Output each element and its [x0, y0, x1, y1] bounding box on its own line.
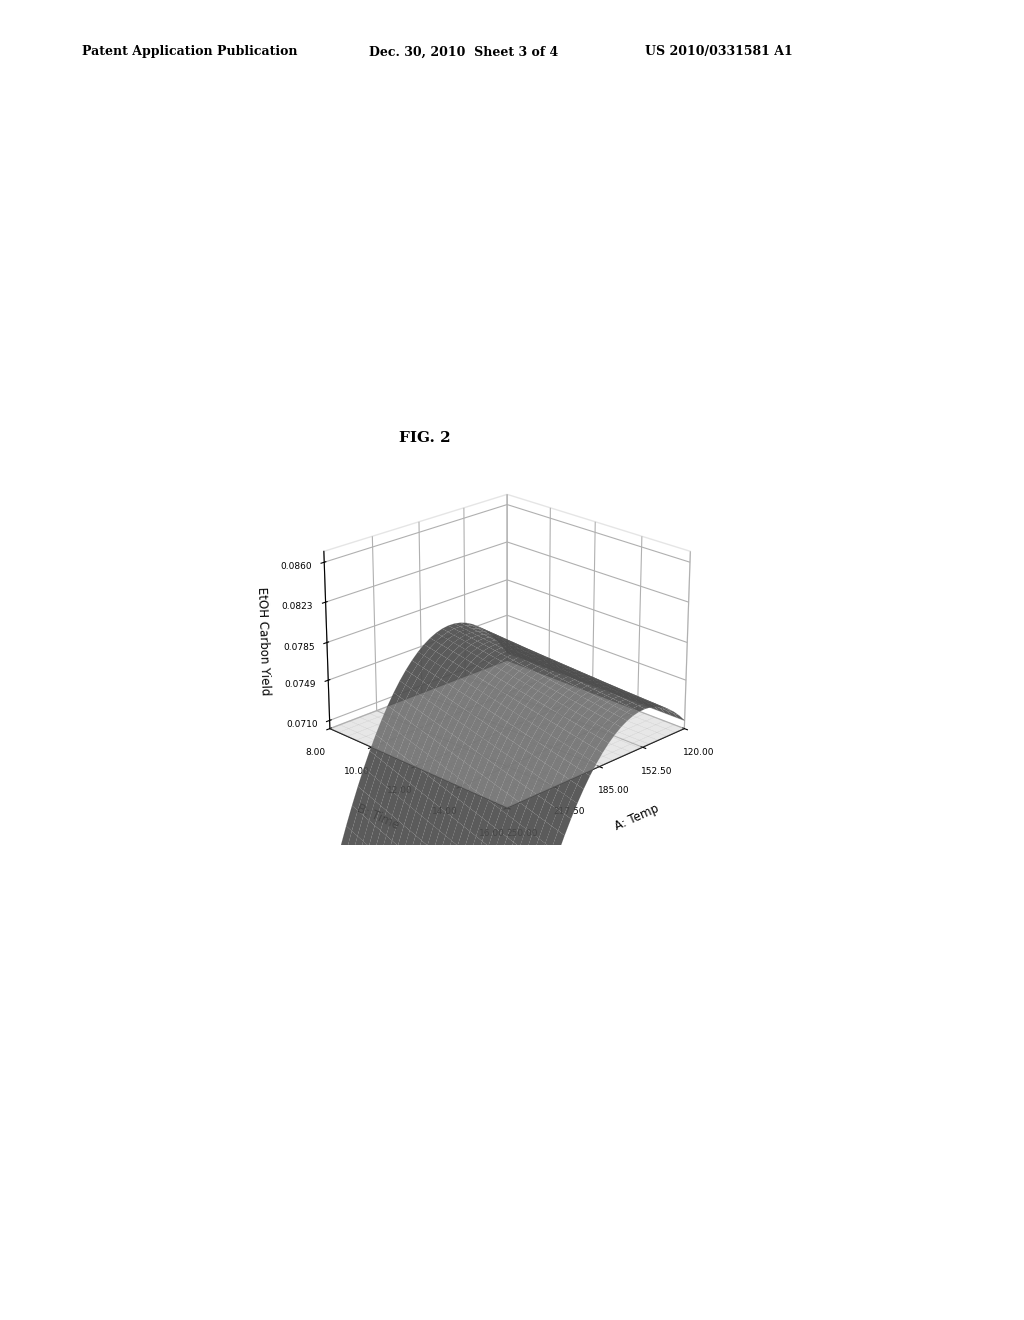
Text: Dec. 30, 2010  Sheet 3 of 4: Dec. 30, 2010 Sheet 3 of 4	[369, 45, 558, 58]
Text: US 2010/0331581 A1: US 2010/0331581 A1	[645, 45, 793, 58]
Y-axis label: B: Time: B: Time	[354, 803, 401, 832]
Text: FIG. 2: FIG. 2	[399, 432, 451, 445]
Text: Patent Application Publication: Patent Application Publication	[82, 45, 297, 58]
X-axis label: A: Temp: A: Temp	[612, 801, 660, 833]
